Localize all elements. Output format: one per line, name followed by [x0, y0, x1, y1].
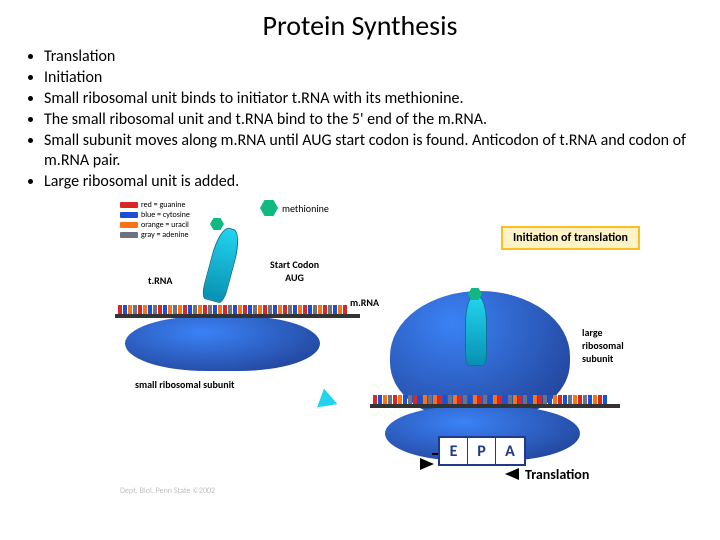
trna-shape: [465, 296, 487, 366]
label-line: ribosomal: [582, 339, 624, 352]
credit-text: Dept. Biol. Penn State ©2002: [120, 486, 215, 496]
legend-swatch-blue: [120, 212, 138, 218]
bullet-item: Small ribosomal unit binds to initiator …: [44, 89, 700, 109]
start-codon-line: Start Codon: [270, 258, 319, 271]
epa-cell-p: P: [468, 438, 496, 464]
trna-shape: [200, 225, 243, 304]
legend-row: gray = adenine: [120, 230, 190, 240]
arrow-icon: [317, 389, 341, 414]
arrow-icon: [420, 458, 434, 470]
arrow-icon: [505, 468, 519, 480]
legend-swatch-gray: [120, 232, 138, 238]
label-line: subunit: [582, 352, 624, 365]
arrow-line: [432, 453, 438, 455]
legend-row: blue = cytosine: [120, 210, 190, 220]
large-subunit-label: large ribosomal subunit: [582, 326, 624, 365]
legend-text: orange = uracil: [141, 220, 189, 230]
hexagon-icon: [260, 200, 278, 216]
small-subunit-label: small ribosomal subunit: [135, 378, 235, 391]
nucleotides-top: [373, 395, 607, 404]
label-line: large: [582, 326, 624, 339]
epa-sites-box: E P A: [438, 436, 526, 466]
mrna-label: m.RNA: [350, 296, 379, 309]
trna-label: t.RNA: [148, 274, 172, 287]
methionine-marker: methionine: [260, 200, 329, 216]
legend-text: red = guanine: [141, 200, 186, 210]
bullet-item: The small ribosomal unit and t.RNA bind …: [44, 110, 700, 130]
mrna-strand: [115, 314, 360, 318]
legend-row: red = guanine: [120, 200, 190, 210]
bullet-item: Initiation: [44, 68, 700, 88]
start-codon-label: Start Codon AUG: [270, 258, 319, 284]
diagram-area: red = guanine blue = cytosine orange = u…: [0, 196, 720, 511]
epa-cell-e: E: [440, 438, 468, 464]
legend-swatch-orange: [120, 222, 138, 228]
epa-cell-a: A: [496, 438, 524, 464]
nucleotides-top: [118, 305, 347, 314]
legend-text: blue = cytosine: [141, 210, 190, 220]
bullet-item: Large ribosomal unit is added.: [44, 172, 700, 192]
page-title: Protein Synthesis: [0, 0, 720, 47]
legend-text: gray = adenine: [141, 230, 189, 240]
mrna-strand: [370, 404, 620, 408]
legend-row: orange = uracil: [120, 220, 190, 230]
methionine-label: methionine: [282, 202, 329, 215]
color-legend: red = guanine blue = cytosine orange = u…: [120, 200, 190, 240]
small-ribosome: [125, 316, 320, 371]
hexagon-icon: [210, 218, 224, 230]
bullet-item: Small subunit moves along m.RNA until AU…: [44, 131, 700, 171]
legend-swatch-red: [120, 202, 138, 208]
bullet-list: Translation Initiation Small ribosomal u…: [0, 47, 720, 192]
bullet-item: Translation: [44, 47, 700, 67]
initiation-box: Initiation of translation: [501, 226, 640, 250]
translation-label: Translation: [525, 466, 589, 483]
start-codon-line: AUG: [270, 271, 319, 284]
